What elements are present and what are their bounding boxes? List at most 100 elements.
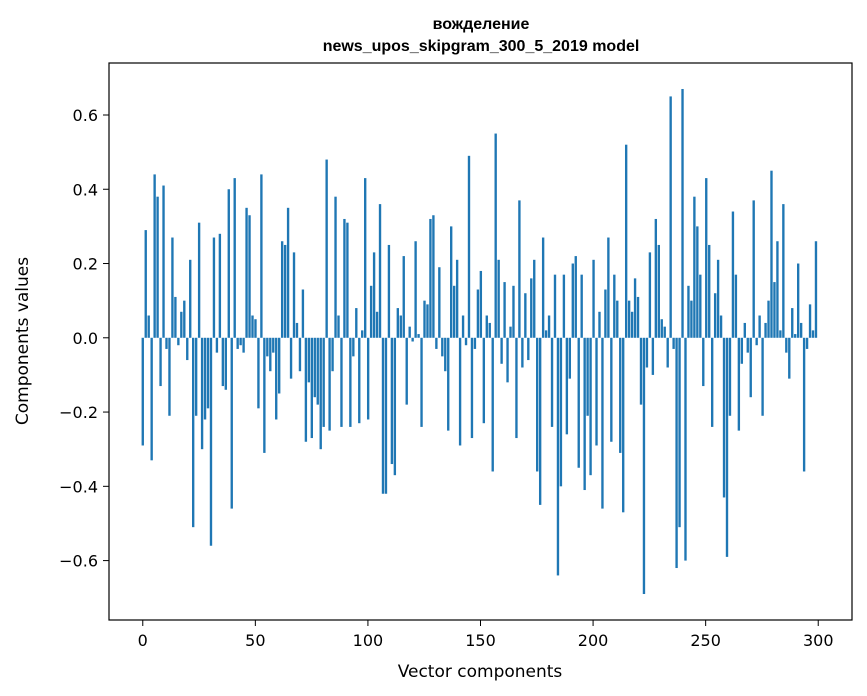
bar (349, 337, 352, 427)
bar (358, 337, 361, 424)
bar (289, 337, 293, 379)
bar (408, 326, 411, 338)
bar (310, 337, 313, 439)
bar (767, 300, 770, 338)
bar (553, 274, 557, 338)
bar (200, 337, 204, 450)
bar (420, 337, 423, 427)
bar (562, 274, 566, 338)
bar (257, 337, 260, 409)
bar (797, 263, 800, 338)
bar (500, 337, 503, 364)
bar (313, 337, 316, 398)
bar (366, 337, 370, 420)
bar (183, 300, 186, 338)
bar (577, 337, 580, 468)
bar (802, 337, 806, 472)
bar (156, 196, 159, 338)
bar (758, 315, 761, 338)
bar (805, 337, 809, 349)
bar (396, 308, 399, 338)
bar (515, 337, 518, 439)
bar (521, 337, 524, 368)
bar (580, 274, 583, 338)
bar (444, 337, 447, 372)
y-tick-label: 0.2 (73, 255, 98, 274)
bar (260, 174, 263, 338)
bar (687, 285, 690, 338)
bar (503, 282, 506, 338)
bar (556, 337, 560, 576)
bar (435, 337, 438, 349)
bar (639, 337, 643, 405)
bar (438, 267, 441, 338)
bar (527, 337, 530, 361)
bar (171, 237, 174, 338)
bar (764, 322, 767, 338)
bar (811, 330, 815, 338)
bar (782, 204, 785, 338)
bar (479, 270, 483, 338)
bar (414, 241, 417, 338)
bar (719, 315, 723, 338)
bar (536, 337, 539, 472)
bar (165, 337, 168, 349)
bar (672, 337, 675, 349)
bar (278, 337, 281, 394)
bar (316, 337, 319, 405)
bar (411, 337, 414, 342)
bar (221, 337, 225, 387)
bar (307, 337, 311, 383)
bar (227, 189, 230, 338)
bar (147, 315, 150, 338)
bar (224, 337, 227, 390)
bar (417, 334, 420, 338)
bar (794, 334, 797, 338)
bar (251, 315, 254, 338)
bar (450, 226, 453, 338)
bar (722, 337, 726, 498)
bar (690, 300, 693, 338)
bar (399, 315, 402, 338)
bar (607, 237, 610, 338)
bar (755, 337, 758, 346)
bar (447, 337, 450, 431)
bar (387, 244, 391, 338)
bar (583, 337, 586, 491)
bar (627, 300, 631, 338)
bar (405, 337, 408, 405)
bar (174, 296, 177, 338)
bar (616, 300, 619, 338)
bar (506, 337, 509, 383)
bar (464, 337, 468, 346)
bar (693, 196, 696, 338)
bar (808, 304, 812, 338)
bar (509, 326, 512, 338)
bar (372, 252, 376, 338)
bar (699, 274, 702, 338)
bar (319, 337, 322, 450)
bar (482, 337, 486, 424)
bar (461, 315, 465, 338)
bar (645, 337, 649, 368)
bar (429, 218, 432, 338)
bar (272, 337, 275, 353)
bar (610, 337, 613, 442)
x-tick-label: 100 (353, 631, 384, 650)
plot-area (109, 63, 852, 620)
bar (215, 337, 219, 353)
bar (660, 319, 663, 338)
bar (458, 337, 462, 446)
bar (390, 337, 394, 465)
bar (325, 159, 328, 338)
bar (230, 337, 233, 509)
bar (197, 222, 201, 338)
bar (212, 237, 216, 338)
bar (598, 311, 601, 338)
y-axis-ticks: −0.6 −0.4 −0.2 0.0 0.2 0.4 0.6 (59, 106, 109, 571)
bar (150, 337, 153, 461)
bar (488, 322, 491, 338)
bar (343, 218, 346, 338)
bar (194, 337, 198, 416)
bar (740, 337, 744, 364)
